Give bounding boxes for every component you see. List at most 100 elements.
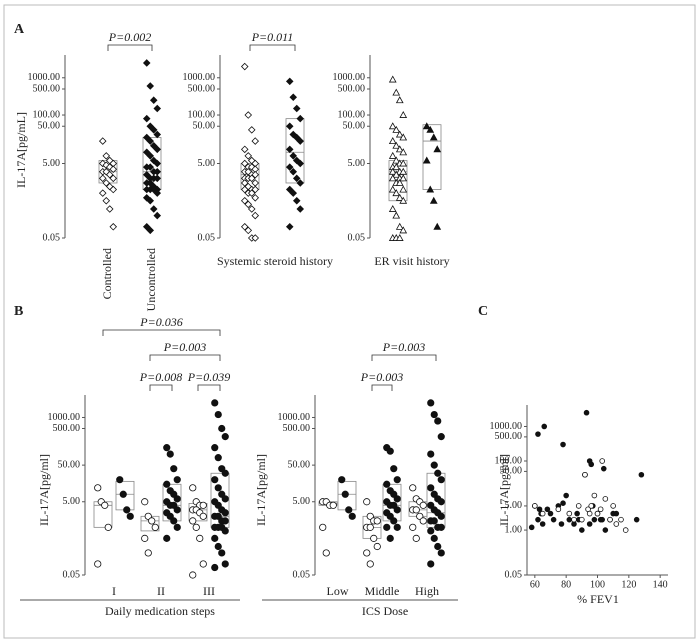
y-tick-label: 100.00 bbox=[33, 109, 61, 120]
data-point bbox=[388, 137, 397, 145]
data-point bbox=[541, 423, 548, 430]
data-point bbox=[579, 527, 585, 533]
data-point bbox=[109, 185, 118, 194]
data-point bbox=[170, 517, 178, 525]
data-point bbox=[240, 196, 249, 205]
data-point bbox=[153, 189, 162, 197]
p-value: P=0.002 bbox=[108, 30, 151, 44]
bracket bbox=[102, 329, 221, 336]
y-tick-label: 5.00 bbox=[293, 496, 311, 507]
figure-frame bbox=[3, 4, 696, 639]
panel-label: A bbox=[14, 22, 25, 37]
data-point bbox=[285, 145, 294, 154]
data-point bbox=[433, 145, 442, 153]
x-tick-label: 140 bbox=[653, 579, 668, 590]
y-axis-label: IL-17A[pg/ml] bbox=[497, 454, 511, 526]
data-point bbox=[392, 88, 401, 96]
y-tick-label: 5.00 bbox=[43, 158, 61, 169]
data-point bbox=[240, 159, 249, 168]
data-point bbox=[102, 196, 111, 205]
data-point bbox=[289, 93, 298, 102]
data-point bbox=[163, 480, 171, 488]
data-point bbox=[173, 506, 181, 514]
data-point bbox=[341, 490, 349, 498]
data-point bbox=[170, 465, 178, 473]
data-point bbox=[126, 512, 134, 520]
y-axis-label: IL-17A[pg/mL] bbox=[14, 112, 28, 188]
data-point bbox=[388, 122, 397, 130]
data-point bbox=[329, 501, 337, 509]
data-point bbox=[221, 509, 229, 517]
x-tick-label: 80 bbox=[561, 579, 571, 590]
data-point bbox=[142, 223, 151, 231]
data-point bbox=[221, 495, 229, 503]
y-tick-label: 500.00 bbox=[33, 83, 61, 94]
data-point bbox=[399, 185, 408, 193]
data-point bbox=[211, 563, 219, 572]
y-tick-label: 50.00 bbox=[193, 121, 216, 132]
data-point bbox=[392, 141, 401, 149]
data-point bbox=[586, 510, 593, 517]
data-point bbox=[244, 152, 253, 160]
data-point bbox=[386, 447, 394, 455]
bracket bbox=[107, 44, 153, 51]
data-point bbox=[566, 510, 573, 517]
data-point bbox=[550, 516, 557, 523]
x-tick-label: Uncontrolled bbox=[144, 248, 158, 311]
y-tick-label: 1000.00 bbox=[183, 72, 216, 83]
y-tick-label: 5.00 bbox=[63, 496, 81, 507]
data-point bbox=[560, 500, 566, 507]
y-axis-label: IL-17A[pg/ml] bbox=[37, 454, 51, 526]
data-point bbox=[427, 560, 435, 568]
x-axis-label: ER visit history bbox=[374, 254, 449, 268]
data-point bbox=[392, 189, 401, 197]
data-point bbox=[599, 458, 605, 464]
data-point bbox=[173, 476, 181, 484]
data-point bbox=[142, 170, 151, 179]
data-point bbox=[146, 137, 155, 145]
x-tick-label: I bbox=[112, 584, 116, 598]
data-point bbox=[588, 503, 595, 509]
data-point bbox=[602, 496, 609, 502]
data-point bbox=[399, 133, 408, 141]
data-point bbox=[366, 523, 374, 531]
data-point bbox=[560, 441, 566, 448]
data-point bbox=[102, 179, 111, 187]
data-point bbox=[289, 167, 298, 176]
data-point bbox=[363, 498, 371, 506]
data-point bbox=[393, 523, 401, 531]
panel-label: B bbox=[14, 304, 23, 319]
data-point bbox=[532, 503, 538, 509]
data-point bbox=[98, 137, 107, 145]
data-point bbox=[393, 495, 401, 503]
data-point bbox=[251, 170, 260, 179]
x-tick-label: Middle bbox=[365, 584, 400, 598]
data-point bbox=[211, 444, 219, 452]
data-point bbox=[146, 152, 155, 160]
data-point bbox=[146, 196, 155, 205]
data-point bbox=[247, 126, 256, 134]
y-tick-label: 50.00 bbox=[288, 459, 311, 470]
y-tick-label: 0.05 bbox=[348, 232, 366, 243]
data-point bbox=[430, 534, 438, 542]
x-tick-label: High bbox=[415, 584, 439, 598]
data-point bbox=[399, 196, 408, 204]
data-point bbox=[437, 549, 445, 557]
data-point bbox=[429, 133, 438, 141]
data-point bbox=[149, 126, 158, 134]
data-point bbox=[189, 517, 197, 525]
data-point bbox=[386, 534, 394, 542]
data-point bbox=[211, 399, 219, 407]
data-point bbox=[289, 189, 298, 197]
data-point bbox=[395, 178, 404, 186]
y-axis-label: IL-17A[pg/ml] bbox=[254, 454, 268, 526]
data-point bbox=[149, 96, 158, 104]
data-point bbox=[566, 516, 573, 523]
data-point bbox=[574, 510, 580, 517]
data-point bbox=[610, 503, 616, 509]
data-point bbox=[251, 185, 260, 194]
data-point bbox=[296, 114, 305, 123]
data-point bbox=[338, 476, 346, 484]
p-value: P=0.011 bbox=[251, 30, 294, 44]
